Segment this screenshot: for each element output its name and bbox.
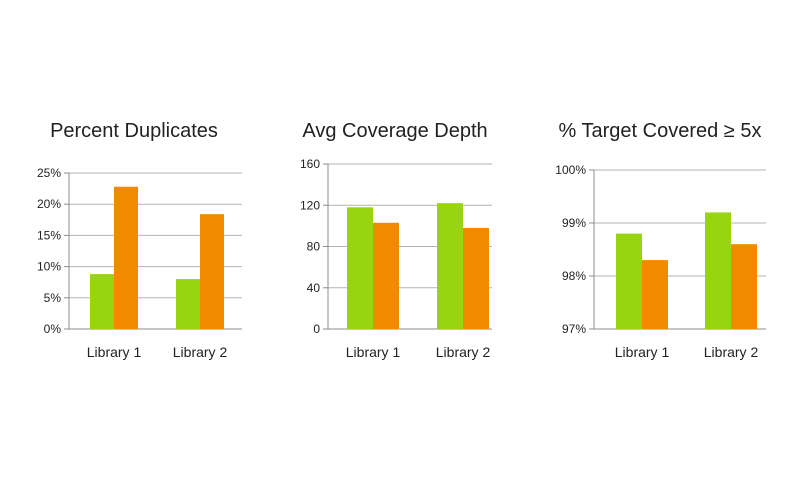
bar-1-library-2 [705, 212, 731, 329]
y-tick-label: 25% [37, 166, 61, 180]
chart-1: Percent Duplicates 0% 5% 10% 15% 20% 25% Librar… [37, 120, 242, 360]
y-tick-label: 100% [555, 163, 586, 177]
y-tick-label: 99% [562, 216, 586, 230]
y-tick-label: 80 [307, 240, 321, 254]
category-label: Library 1 [615, 344, 670, 360]
bar-2-library-1 [373, 222, 399, 329]
bar-2-library-1 [642, 260, 668, 329]
bar-2-library-2 [731, 244, 757, 329]
y-tick-label: 98% [562, 269, 586, 283]
bar-1-library-2 [176, 279, 200, 329]
chart-title: Avg Coverage Depth [302, 120, 487, 142]
chart-title: % Target Covered ≥ 5x [559, 120, 762, 142]
chart-2: Avg Coverage Depth 0 40 80 120 160 Library 1 Li… [300, 120, 492, 360]
y-tick-label: 40 [307, 281, 321, 295]
category-label: Library 2 [704, 344, 759, 360]
bar-1-library-1 [347, 207, 373, 329]
y-tick-label: 120 [300, 198, 320, 212]
y-tick-label: 5% [44, 291, 62, 305]
y-tick-label: 0% [44, 322, 62, 336]
category-label: Library 1 [87, 344, 142, 360]
y-tick-label: 97% [562, 322, 586, 336]
category-label: Library 2 [173, 344, 228, 360]
bar-1-library-2 [437, 203, 463, 329]
y-tick-label: 10% [37, 260, 61, 274]
bar-2-library-1 [114, 186, 138, 329]
category-label: Library 1 [346, 344, 401, 360]
chart-3: % Target Covered ≥ 5x 97% 98% 99% 100% Librar… [555, 120, 766, 360]
category-label: Library 2 [436, 344, 491, 360]
y-tick-label: 160 [300, 157, 320, 171]
bar-2-library-2 [200, 214, 224, 329]
chart-title: Percent Duplicates [50, 120, 218, 142]
bar-1-library-1 [90, 274, 114, 329]
y-tick-label: 15% [37, 228, 61, 242]
bar-1-library-1 [616, 233, 642, 329]
bar-2-library-2 [463, 227, 489, 329]
y-tick-label: 20% [37, 197, 61, 211]
y-tick-label: 0 [313, 322, 320, 336]
